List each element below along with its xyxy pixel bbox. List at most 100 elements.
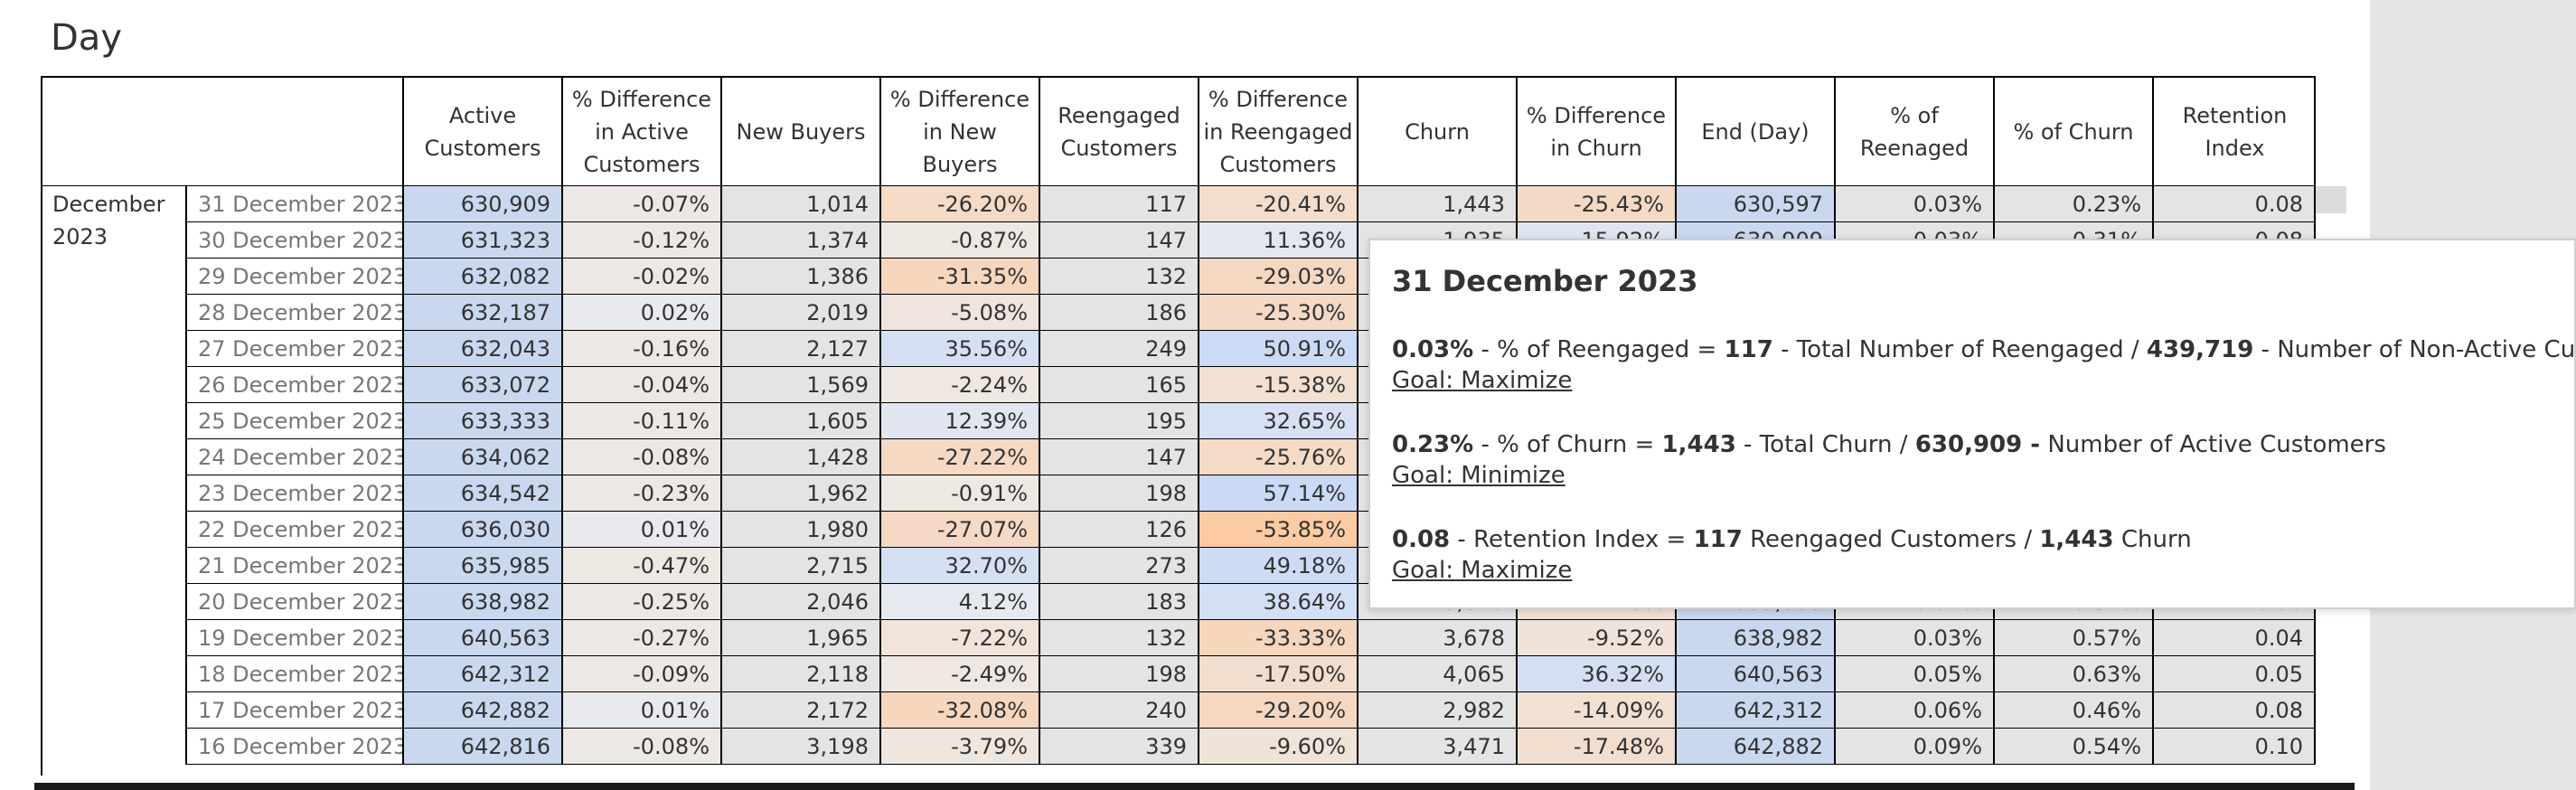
cell-pct-diff-reengaged[interactable]: -29.03% bbox=[1198, 259, 1357, 295]
cell-date[interactable]: 30 December 2023 bbox=[185, 222, 402, 259]
cell-reengaged-customers[interactable]: 240 bbox=[1039, 692, 1198, 729]
cell-pct-diff-reengaged[interactable]: -15.38% bbox=[1198, 367, 1357, 403]
cell-date[interactable]: 21 December 2023 bbox=[185, 548, 402, 584]
cell-active-customers[interactable]: 640,563 bbox=[402, 620, 561, 656]
cell-end-day[interactable]: 638,982 bbox=[1675, 620, 1834, 656]
cell-active-customers[interactable]: 642,882 bbox=[402, 692, 561, 729]
cell-pct-diff-new-buyers[interactable]: -0.91% bbox=[879, 475, 1039, 512]
cell-pct-diff-active[interactable]: -0.23% bbox=[561, 475, 720, 512]
cell-pct-diff-churn[interactable]: 36.32% bbox=[1516, 656, 1675, 692]
cell-date[interactable]: 16 December 2023 bbox=[185, 729, 402, 765]
column-header-pct-diff-active[interactable]: % Difference in Active Customers bbox=[561, 78, 720, 186]
cell-reengaged-customers[interactable]: 147 bbox=[1039, 439, 1198, 475]
cell-date[interactable]: 24 December 2023 bbox=[185, 439, 402, 475]
cell-active-customers[interactable]: 638,982 bbox=[402, 584, 561, 620]
cell-new-buyers[interactable]: 1,605 bbox=[720, 403, 879, 439]
cell-pct-reengaged[interactable]: 0.09% bbox=[1834, 729, 1993, 765]
cell-pct-diff-reengaged[interactable]: -20.41% bbox=[1198, 186, 1357, 222]
cell-pct-diff-new-buyers[interactable]: -32.08% bbox=[879, 692, 1039, 729]
column-header-pct-diff-new-buyers[interactable]: % Difference in New Buyers bbox=[879, 78, 1039, 186]
cell-active-customers[interactable]: 635,985 bbox=[402, 548, 561, 584]
cell-pct-diff-churn[interactable]: -14.09% bbox=[1516, 692, 1675, 729]
cell-churn[interactable]: 3,678 bbox=[1357, 620, 1516, 656]
cell-reengaged-customers[interactable]: 195 bbox=[1039, 403, 1198, 439]
cell-active-customers[interactable]: 632,043 bbox=[402, 331, 561, 367]
cell-new-buyers[interactable]: 3,198 bbox=[720, 729, 879, 765]
cell-new-buyers[interactable]: 2,172 bbox=[720, 692, 879, 729]
cell-active-customers[interactable]: 634,062 bbox=[402, 439, 561, 475]
cell-reengaged-customers[interactable]: 249 bbox=[1039, 331, 1198, 367]
cell-pct-diff-active[interactable]: -0.08% bbox=[561, 729, 720, 765]
cell-reengaged-customers[interactable]: 126 bbox=[1039, 512, 1198, 548]
cell-pct-diff-active[interactable]: -0.07% bbox=[561, 186, 720, 222]
cell-retention-index[interactable]: 0.05 bbox=[2152, 656, 2316, 692]
cell-retention-index[interactable]: 0.10 bbox=[2152, 729, 2316, 765]
cell-pct-diff-new-buyers[interactable]: -26.20% bbox=[879, 186, 1039, 222]
cell-pct-diff-new-buyers[interactable]: 12.39% bbox=[879, 403, 1039, 439]
cell-pct-diff-active[interactable]: -0.04% bbox=[561, 367, 720, 403]
cell-active-customers[interactable]: 636,030 bbox=[402, 512, 561, 548]
cell-pct-diff-reengaged[interactable]: 50.91% bbox=[1198, 331, 1357, 367]
cell-pct-diff-new-buyers[interactable]: -5.08% bbox=[879, 295, 1039, 331]
cell-pct-diff-active[interactable]: -0.11% bbox=[561, 403, 720, 439]
cell-active-customers[interactable]: 633,333 bbox=[402, 403, 561, 439]
cell-pct-diff-churn[interactable]: -9.52% bbox=[1516, 620, 1675, 656]
cell-date[interactable]: 29 December 2023 bbox=[185, 259, 402, 295]
cell-pct-diff-reengaged[interactable]: 38.64% bbox=[1198, 584, 1357, 620]
cell-pct-churn[interactable]: 0.46% bbox=[1993, 692, 2152, 729]
cell-reengaged-customers[interactable]: 147 bbox=[1039, 222, 1198, 259]
cell-pct-diff-new-buyers[interactable]: -31.35% bbox=[879, 259, 1039, 295]
cell-date[interactable]: 18 December 2023 bbox=[185, 656, 402, 692]
cell-date[interactable]: 23 December 2023 bbox=[185, 475, 402, 512]
cell-date[interactable]: 22 December 2023 bbox=[185, 512, 402, 548]
table-row[interactable]: 19 December 2023 640,563 -0.27% 1,965 -7.22%… bbox=[41, 620, 2316, 656]
column-header-end-day[interactable]: End (Day) bbox=[1675, 78, 1834, 186]
cell-pct-diff-active[interactable]: 0.02% bbox=[561, 295, 720, 331]
column-header-retention-index[interactable]: Retention Index bbox=[2152, 78, 2316, 186]
cell-pct-diff-reengaged[interactable]: -53.85% bbox=[1198, 512, 1357, 548]
cell-date[interactable]: 19 December 2023 bbox=[185, 620, 402, 656]
cell-new-buyers[interactable]: 1,386 bbox=[720, 259, 879, 295]
cell-churn[interactable]: 4,065 bbox=[1357, 656, 1516, 692]
cell-reengaged-customers[interactable]: 198 bbox=[1039, 475, 1198, 512]
cell-retention-index[interactable]: 0.08 bbox=[2152, 692, 2316, 729]
cell-retention-index[interactable]: 0.04 bbox=[2152, 620, 2316, 656]
cell-pct-diff-new-buyers[interactable]: 32.70% bbox=[879, 548, 1039, 584]
cell-date[interactable]: 17 December 2023 bbox=[185, 692, 402, 729]
cell-end-day[interactable]: 642,312 bbox=[1675, 692, 1834, 729]
cell-pct-diff-new-buyers[interactable]: -0.87% bbox=[879, 222, 1039, 259]
column-header-pct-diff-churn[interactable]: % Difference in Churn bbox=[1516, 78, 1675, 186]
cell-pct-diff-new-buyers[interactable]: -2.24% bbox=[879, 367, 1039, 403]
cell-reengaged-customers[interactable]: 339 bbox=[1039, 729, 1198, 765]
cell-new-buyers[interactable]: 1,980 bbox=[720, 512, 879, 548]
cell-pct-diff-new-buyers[interactable]: -3.79% bbox=[879, 729, 1039, 765]
cell-pct-diff-reengaged[interactable]: 11.36% bbox=[1198, 222, 1357, 259]
column-header-pct-churn[interactable]: % of Churn bbox=[1993, 78, 2152, 186]
cell-reengaged-customers[interactable]: 273 bbox=[1039, 548, 1198, 584]
cell-pct-diff-active[interactable]: -0.25% bbox=[561, 584, 720, 620]
cell-pct-diff-new-buyers[interactable]: 4.12% bbox=[879, 584, 1039, 620]
cell-date[interactable]: 31 December 2023 bbox=[185, 186, 402, 222]
cell-pct-reengaged[interactable]: 0.05% bbox=[1834, 656, 1993, 692]
cell-pct-reengaged[interactable]: 0.03% bbox=[1834, 620, 1993, 656]
cell-new-buyers[interactable]: 1,014 bbox=[720, 186, 879, 222]
cell-active-customers[interactable]: 632,187 bbox=[402, 295, 561, 331]
cell-reengaged-customers[interactable]: 132 bbox=[1039, 259, 1198, 295]
column-header-pct-diff-reengaged[interactable]: % Difference in Reengaged Customers bbox=[1198, 78, 1357, 186]
cell-churn[interactable]: 1,443 bbox=[1357, 186, 1516, 222]
cell-reengaged-customers[interactable]: 183 bbox=[1039, 584, 1198, 620]
cell-pct-diff-new-buyers[interactable]: 35.56% bbox=[879, 331, 1039, 367]
cell-new-buyers[interactable]: 1,428 bbox=[720, 439, 879, 475]
cell-pct-diff-reengaged[interactable]: -33.33% bbox=[1198, 620, 1357, 656]
cell-new-buyers[interactable]: 1,962 bbox=[720, 475, 879, 512]
table-row[interactable]: 31 December 2023 630,909 -0.07% 1,014 -26.20… bbox=[41, 186, 2316, 222]
cell-pct-diff-new-buyers[interactable]: -27.07% bbox=[879, 512, 1039, 548]
cell-pct-churn[interactable]: 0.63% bbox=[1993, 656, 2152, 692]
cell-pct-diff-active[interactable]: -0.08% bbox=[561, 439, 720, 475]
cell-new-buyers[interactable]: 1,374 bbox=[720, 222, 879, 259]
cell-date[interactable]: 20 December 2023 bbox=[185, 584, 402, 620]
cell-churn[interactable]: 2,982 bbox=[1357, 692, 1516, 729]
column-header-active-customers[interactable]: Active Customers bbox=[402, 78, 561, 186]
cell-reengaged-customers[interactable]: 117 bbox=[1039, 186, 1198, 222]
cell-reengaged-customers[interactable]: 198 bbox=[1039, 656, 1198, 692]
